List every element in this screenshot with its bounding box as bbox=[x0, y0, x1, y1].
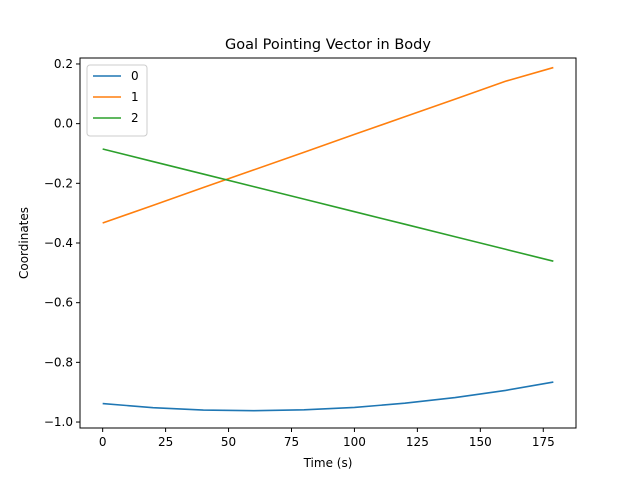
legend-label-2: 2 bbox=[131, 111, 139, 125]
x-axis-label: Time (s) bbox=[303, 456, 353, 470]
x-tick-label: 100 bbox=[343, 435, 366, 449]
x-tick-label: 25 bbox=[158, 435, 173, 449]
x-tick-label: 125 bbox=[406, 435, 429, 449]
y-axis-label: Coordinates bbox=[17, 207, 31, 279]
y-axis: −1.0 −0.8 −0.6 −0.4 −0.2 0.0 0.2 bbox=[44, 57, 80, 429]
chart-title: Goal Pointing Vector in Body bbox=[225, 37, 431, 53]
plot-area bbox=[79, 57, 577, 429]
x-axis: 0 25 50 75 100 125 150 175 bbox=[99, 428, 555, 449]
x-tick-label: 0 bbox=[99, 435, 107, 449]
y-tick-label: −0.8 bbox=[44, 355, 73, 369]
series-lines bbox=[102, 66, 554, 412]
y-tick-label: 0.0 bbox=[54, 117, 73, 131]
series-line-2 bbox=[102, 148, 554, 262]
series-line-1 bbox=[102, 66, 554, 224]
x-tick-label: 150 bbox=[469, 435, 492, 449]
legend: 0 1 2 bbox=[86, 64, 148, 137]
y-tick-label: −0.2 bbox=[44, 176, 73, 190]
legend-label-1: 1 bbox=[131, 90, 139, 104]
y-tick-label: −1.0 bbox=[44, 415, 73, 429]
y-tick-label: −0.4 bbox=[44, 236, 73, 250]
y-tick-label: −0.6 bbox=[44, 296, 73, 310]
x-tick-label: 75 bbox=[284, 435, 299, 449]
y-tick-label: 0.2 bbox=[54, 57, 73, 71]
x-tick-label: 175 bbox=[532, 435, 555, 449]
x-tick-label: 50 bbox=[221, 435, 236, 449]
series-line-0 bbox=[102, 381, 554, 412]
legend-label-0: 0 bbox=[131, 69, 139, 83]
